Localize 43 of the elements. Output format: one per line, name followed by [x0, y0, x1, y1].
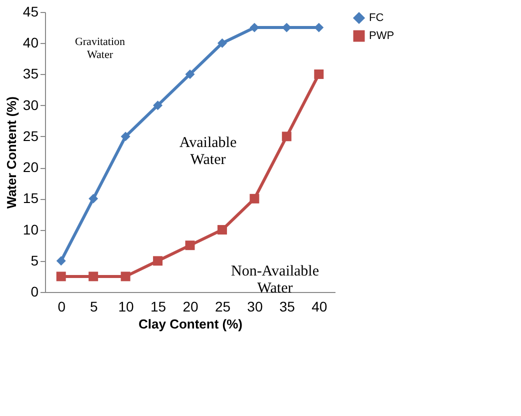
y-tick-label: 45 — [22, 4, 39, 20]
x-tick-label: 0 — [58, 298, 66, 314]
x-tick-label: 30 — [247, 298, 263, 314]
y-tick-label: 25 — [22, 128, 39, 144]
x-tick-label: 5 — [90, 298, 98, 314]
x-tick-label: 15 — [150, 298, 166, 314]
point — [56, 272, 66, 282]
point — [250, 194, 260, 204]
x-tick-label: 20 — [182, 298, 198, 314]
x-tick-label: 10 — [118, 298, 134, 314]
legend-label: PWP — [369, 30, 394, 42]
y-axis-title: Water Content (%) — [4, 96, 19, 209]
x-axis-title: Clay Content (%) — [138, 316, 242, 332]
x-tick-label: 40 — [312, 298, 328, 314]
point — [185, 69, 195, 79]
y-tick-label: 15 — [22, 190, 39, 206]
point — [120, 132, 130, 142]
annotation: Non-Available Water — [230, 264, 320, 296]
point — [56, 256, 66, 266]
y-tick-label: 0 — [30, 284, 39, 300]
point — [88, 194, 98, 204]
point — [217, 38, 227, 48]
x-tick-label: 35 — [279, 298, 296, 314]
x-tick-label: 25 — [214, 298, 231, 314]
point — [185, 240, 195, 250]
y-tick-label: 40 — [22, 34, 39, 51]
y-tick-label: 20 — [22, 159, 39, 176]
legend-label: FC — [369, 12, 384, 24]
point — [217, 225, 227, 235]
point — [88, 272, 98, 282]
point — [153, 256, 163, 266]
point — [250, 22, 260, 32]
point — [314, 69, 324, 79]
annotation: Available Water — [179, 135, 237, 168]
point — [120, 272, 130, 282]
y-tick-label: 30 — [22, 96, 39, 113]
point — [282, 132, 292, 142]
point — [153, 100, 163, 110]
y-tick-label: 35 — [22, 66, 39, 82]
y-tick-label: 5 — [30, 252, 39, 268]
point — [314, 22, 324, 32]
y-tick-label: 10 — [22, 221, 39, 238]
annotation: Gravitation Water — [74, 36, 126, 61]
